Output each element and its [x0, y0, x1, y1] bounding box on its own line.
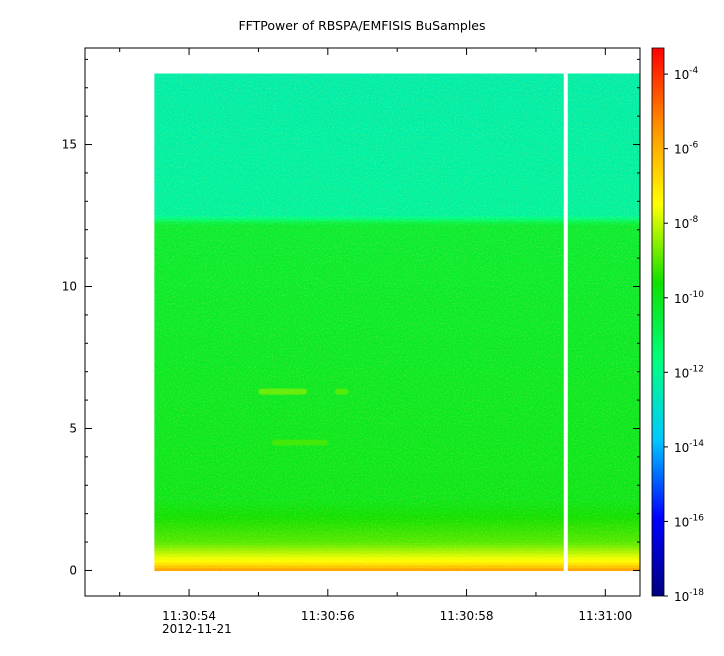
colorbar-tick-label: 10-12: [674, 364, 704, 380]
spectrogram-texture: [154, 73, 640, 571]
x-tick-label: 11:30:56: [301, 609, 355, 623]
x-axis: 11:30:54 11:30:56 11:30:58 11:31:00: [119, 48, 632, 623]
data-gap: [563, 72, 568, 572]
y-axis: 0 5 10 15: [62, 58, 640, 577]
colorbar-tick-label: 10-6: [674, 141, 699, 157]
x-tick-label: 11:30:54: [162, 609, 216, 623]
y-tick-label: 0: [69, 563, 77, 577]
x-tick-label: 11:31:00: [578, 609, 632, 623]
colorbar: 10-4 10-6 10-8 10-10 10-12 10-14 10-16 10-18: [651, 47, 704, 604]
colorbar-tick-label: 10-10: [674, 290, 704, 306]
colorbar-tick-label: 10-14: [674, 439, 704, 455]
y-tick-label: 10: [62, 280, 77, 294]
emission-feature-1: [334, 388, 349, 395]
emission-feature-2: [272, 439, 328, 446]
y-tick-label: 5: [69, 421, 77, 435]
spectrogram-image: [154, 72, 640, 572]
plot-area: [84, 47, 641, 597]
date-label: 2012-11-21: [162, 622, 232, 636]
x-tick-label: 11:30:58: [440, 609, 494, 623]
plot-frame: [84, 47, 641, 597]
y-tick-label: 15: [62, 138, 77, 152]
chart-title: FFTPower of RBSPA/EMFISIS BuSamples: [238, 18, 485, 33]
colorbar-gradient: [651, 47, 665, 597]
emission-feature-0: [258, 388, 307, 395]
colorbar-tick-label: 10-16: [674, 513, 704, 529]
colorbar-tick-label: 10-18: [674, 588, 704, 604]
colorbar-tick-label: 10-4: [674, 66, 699, 82]
colorbar-tick-label: 10-8: [674, 215, 699, 231]
